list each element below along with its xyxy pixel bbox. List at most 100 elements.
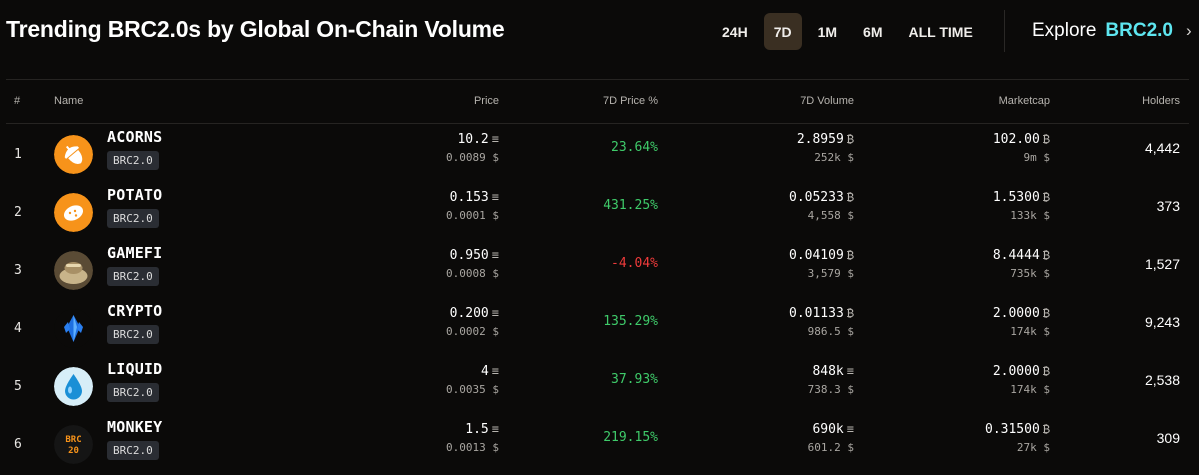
- marketcap-usd: 735k $: [1010, 267, 1050, 280]
- chevron-right-icon: ›: [1186, 21, 1192, 40]
- page-header: Trending BRC2.0s by Global On-Chain Volu…: [0, 0, 1199, 62]
- droplet-icon: [54, 367, 93, 406]
- table-row[interactable]: 5 LIQUID BRC2.0 4 ≡ 0.0035 $ 37.93% 848k ≡ 738.3 …: [0, 356, 1199, 414]
- row-rank: 4: [14, 321, 22, 336]
- bitcoin-unit-icon: ₿: [1042, 132, 1050, 146]
- price-value: 0.200 ≡: [449, 306, 499, 321]
- marketcap-usd: 174k $: [1010, 325, 1050, 338]
- bitcoin-unit-icon: ₿: [1042, 422, 1050, 436]
- table-row[interactable]: 4 CRYPTO BRC2.0 0.200 ≡ 0.0002 $ 135.29% 0.0113…: [0, 298, 1199, 356]
- price-value: 0.950 ≡: [449, 248, 499, 263]
- range-1m-button[interactable]: 1M: [817, 23, 838, 40]
- explore-brand: BRC2.0: [1105, 20, 1173, 41]
- table-row[interactable]: 6 BRC 20 MONKEY BRC2.0 1.5 ≡ 0.0013 $ 219.15% 690…: [0, 414, 1199, 472]
- range-6m-button[interactable]: 6M: [863, 23, 883, 40]
- token-name[interactable]: MONKEY: [107, 418, 163, 436]
- range-7d-button[interactable]: 7D: [763, 13, 802, 50]
- col-price: Price: [473, 95, 499, 107]
- row-rank: 5: [14, 379, 22, 394]
- token-tag: BRC2.0: [107, 441, 159, 460]
- price-usd: 0.0013 $: [446, 441, 499, 454]
- col-volume: 7D Volume: [800, 95, 854, 107]
- volume-usd: 986.5 $: [807, 325, 854, 338]
- range-all-time-button[interactable]: ALL TIME: [908, 23, 973, 40]
- volume-unit-icon: ≡: [846, 422, 854, 436]
- marketcap-value: 8.4444 ₿: [992, 248, 1050, 263]
- price-value: 10.2 ≡: [457, 132, 499, 147]
- holders-count: 4,442: [1144, 140, 1180, 156]
- price-change: 135.29%: [603, 314, 658, 329]
- page-title: Trending BRC2.0s by Global On-Chain Volu…: [6, 16, 505, 42]
- col-marketcap: Marketcap: [998, 95, 1050, 107]
- volume-unit-icon: ≡: [846, 364, 854, 378]
- volume-value: 0.05233 ₿: [789, 190, 854, 205]
- volume-value: 2.8959 ₿: [796, 132, 854, 147]
- price-value: 4 ≡: [480, 364, 499, 379]
- holders-count: 9,243: [1144, 314, 1180, 330]
- eth-unit-icon: ≡: [491, 132, 499, 146]
- col-name: Name: [54, 95, 84, 107]
- price-usd: 0.0001 $: [446, 209, 499, 222]
- eth-unit-icon: ≡: [491, 248, 499, 262]
- row-rank: 2: [14, 205, 22, 220]
- volume-value: 848k ≡: [812, 364, 854, 379]
- price-change: -4.04%: [611, 256, 658, 271]
- bitcoin-unit-icon: ₿: [1042, 306, 1050, 320]
- volume-unit-icon: ₿: [846, 306, 854, 320]
- time-range-selector: 24H 7D 1M 6M ALL TIME: [712, 13, 983, 50]
- bitcoin-unit-icon: ₿: [1042, 248, 1050, 262]
- price-change: 219.15%: [603, 430, 658, 445]
- explore-link[interactable]: Explore BRC2.0 ›: [1032, 20, 1192, 42]
- volume-unit-icon: ₿: [846, 248, 854, 262]
- marketcap-value: 2.0000 ₿: [992, 306, 1050, 321]
- price-change: 431.25%: [603, 198, 658, 213]
- holders-count: 309: [1156, 430, 1180, 446]
- volume-value: 690k ≡: [812, 422, 854, 437]
- col-rank: #: [14, 95, 21, 107]
- marketcap-value: 102.00 ₿: [992, 132, 1050, 147]
- crystal-icon: [54, 309, 93, 348]
- price-usd: 0.0002 $: [446, 325, 499, 338]
- price-change: 37.93%: [611, 372, 658, 387]
- row-rank: 3: [14, 263, 22, 278]
- token-name[interactable]: LIQUID: [107, 360, 163, 378]
- volume-usd: 738.3 $: [807, 383, 854, 396]
- svg-text:20: 20: [68, 446, 79, 456]
- eth-unit-icon: ≡: [491, 422, 499, 436]
- token-name[interactable]: GAMEFI: [107, 244, 163, 262]
- marketcap-usd: 174k $: [1010, 383, 1050, 396]
- eth-unit-icon: ≡: [491, 190, 499, 204]
- token-name[interactable]: POTATO: [107, 186, 163, 204]
- gamefi-icon: [54, 251, 93, 290]
- volume-usd: 252k $: [814, 151, 854, 164]
- table-header-separator: [6, 123, 1189, 124]
- holders-count: 2,538: [1144, 372, 1180, 388]
- table-row[interactable]: 2 POTATO BRC2.0 0.153 ≡ 0.0001 $ 431.25% 0.0523…: [0, 182, 1199, 240]
- price-change: 23.64%: [611, 140, 658, 155]
- table-row[interactable]: 1 ACORNS BRC2.0 10.2 ≡ 0.0089 $ 23.64% 2.8959 ₿ 2…: [0, 124, 1199, 182]
- volume-usd: 601.2 $: [807, 441, 854, 454]
- token-tag: BRC2.0: [107, 267, 159, 286]
- marketcap-value: 0.31500 ₿: [985, 422, 1050, 437]
- row-rank: 6: [14, 437, 22, 452]
- marketcap-usd: 9m $: [1023, 151, 1051, 164]
- range-24h-button[interactable]: 24H: [722, 23, 748, 40]
- table-row[interactable]: 3 GAMEFI BRC2.0 0.950 ≡ 0.0008 $ -4.04% 0.04109…: [0, 240, 1199, 298]
- volume-unit-icon: ₿: [846, 190, 854, 204]
- price-value: 1.5 ≡: [465, 422, 499, 437]
- bitcoin-unit-icon: ₿: [1042, 190, 1050, 204]
- token-name[interactable]: ACORNS: [107, 128, 163, 146]
- token-tag: BRC2.0: [107, 325, 159, 344]
- marketcap-usd: 133k $: [1010, 209, 1050, 222]
- price-usd: 0.0089 $: [446, 151, 499, 164]
- token-name[interactable]: CRYPTO: [107, 302, 163, 320]
- volume-value: 0.01133 ₿: [789, 306, 854, 321]
- price-value: 0.153 ≡: [449, 190, 499, 205]
- svg-text:BRC: BRC: [65, 435, 81, 445]
- col-holders: Holders: [1142, 95, 1180, 107]
- volume-usd: 4,558 $: [807, 209, 854, 222]
- marketcap-value: 2.0000 ₿: [992, 364, 1050, 379]
- brc20-logo-icon: BRC 20: [54, 425, 93, 464]
- row-rank: 1: [14, 147, 22, 162]
- acorn-icon: [54, 135, 93, 174]
